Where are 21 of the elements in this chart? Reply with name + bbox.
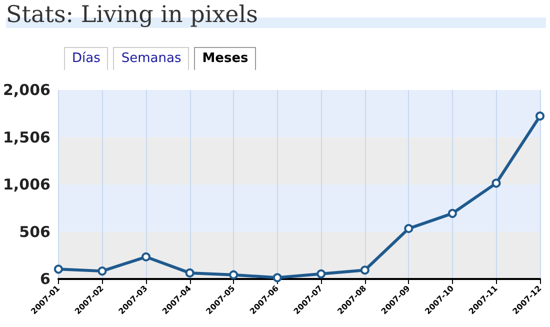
point xyxy=(536,112,544,121)
y-tick-label: 1,506 xyxy=(2,128,50,146)
point xyxy=(229,270,238,280)
chart-title: Stats: Living in pixels xyxy=(6,2,546,28)
point xyxy=(185,268,194,278)
y-tick-label: 1,006 xyxy=(2,176,50,194)
point xyxy=(54,264,63,274)
point xyxy=(360,266,370,275)
point xyxy=(272,273,282,282)
y-tick-label: 6 xyxy=(40,270,50,288)
text: Días xyxy=(64,47,108,70)
text: Meses xyxy=(194,47,256,70)
point xyxy=(448,208,457,218)
point xyxy=(404,224,414,234)
text: Semanas xyxy=(113,47,190,70)
point xyxy=(316,269,326,278)
point xyxy=(98,266,107,276)
y-tick-label: 506 xyxy=(19,222,50,241)
point xyxy=(492,178,501,188)
point xyxy=(142,252,150,262)
y-tick-label: 2,006 xyxy=(2,81,50,99)
